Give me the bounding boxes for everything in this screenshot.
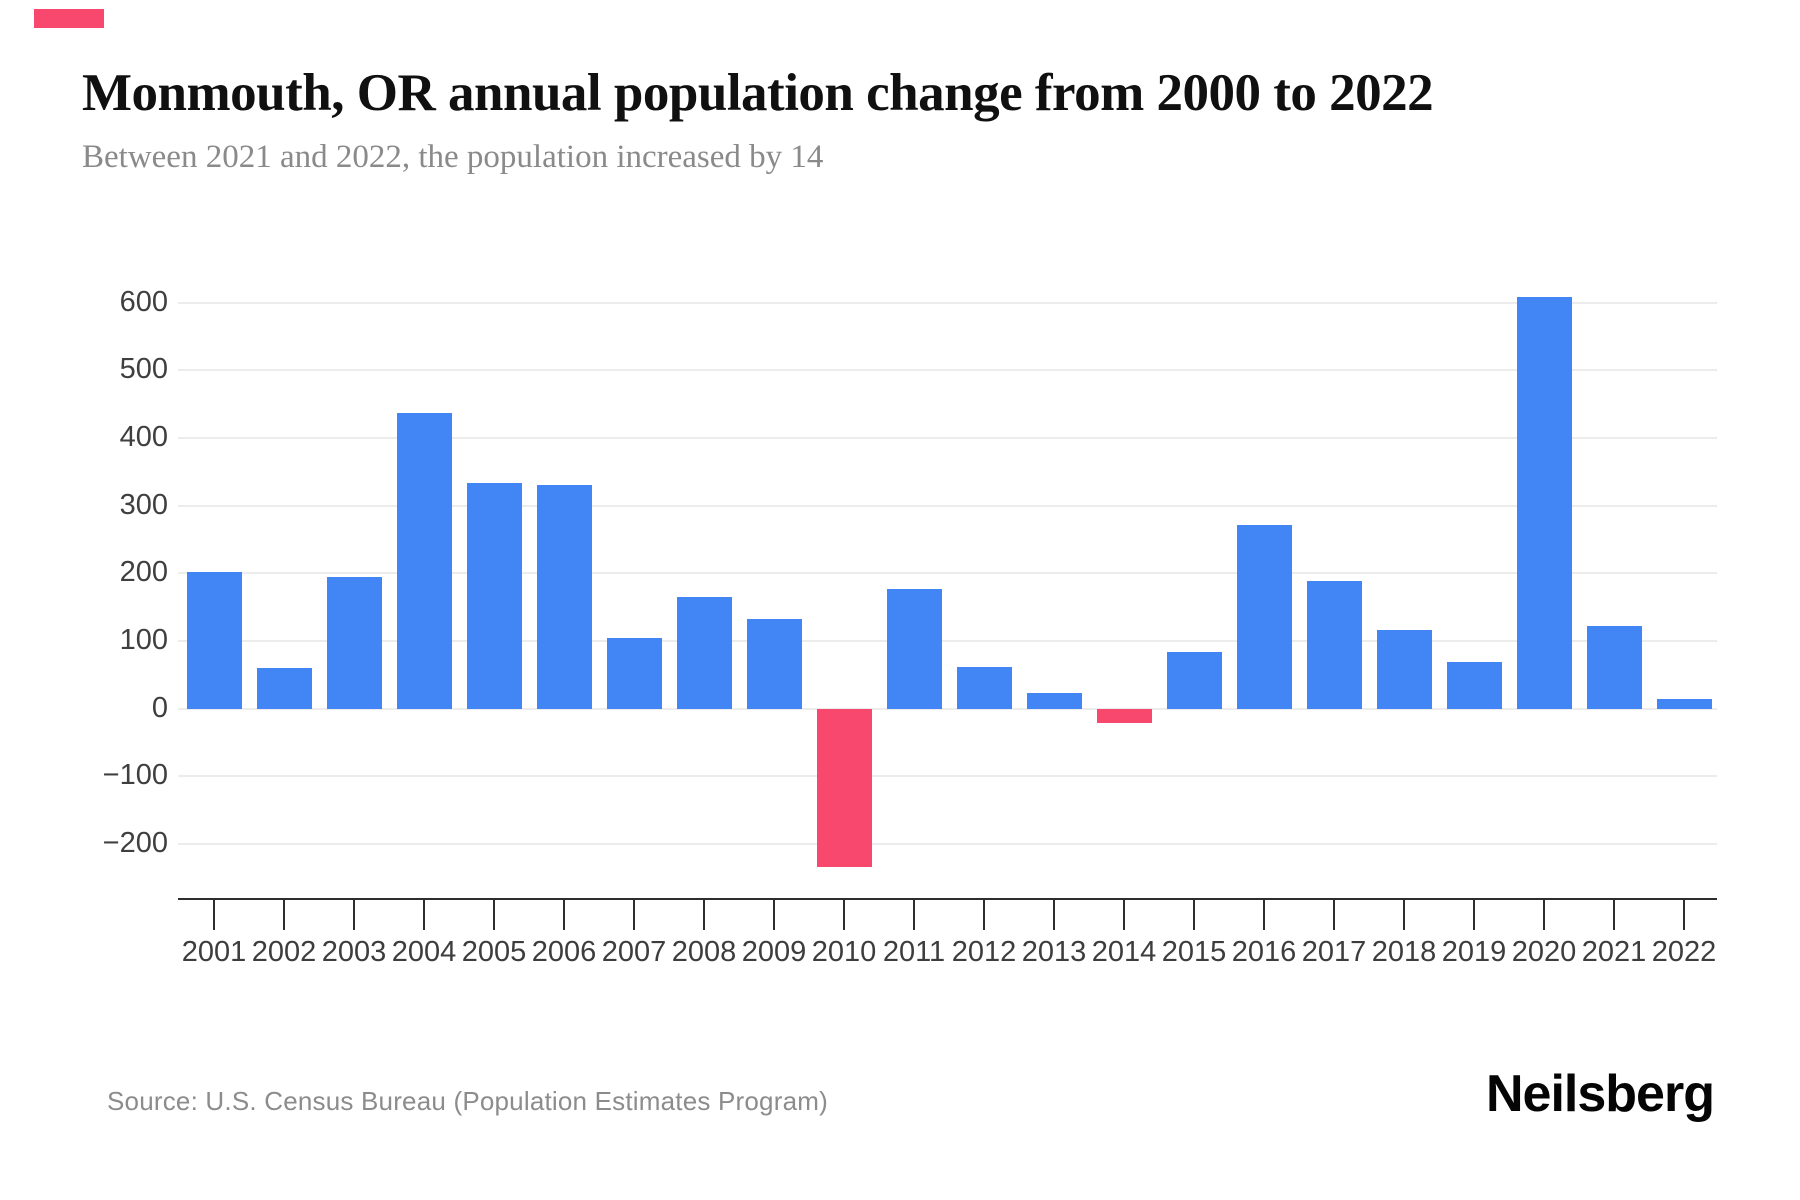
bar-2012[interactable] [956, 666, 1012, 709]
x-axis-label-2022: 2022 [1651, 936, 1717, 968]
x-axis-label-2014: 2014 [1091, 936, 1157, 968]
chart-subtitle: Between 2021 and 2022, the population in… [82, 139, 824, 175]
bar-2009[interactable] [746, 619, 802, 709]
x-axis-label-2013: 2013 [1021, 936, 1087, 968]
bar-2022[interactable] [1656, 699, 1712, 709]
gridline-100 [178, 639, 1717, 642]
y-axis-tick-label: 600 [119, 285, 168, 318]
bar-2003[interactable] [326, 576, 382, 709]
x-axis-label-2004: 2004 [391, 936, 457, 968]
y-axis-tick-label: 200 [119, 556, 168, 589]
bar-2001[interactable] [186, 571, 242, 709]
x-axis-line [178, 898, 1717, 900]
x-axis-label-2007: 2007 [601, 936, 667, 968]
bar-2004[interactable] [396, 412, 452, 709]
x-axis-label-2021: 2021 [1581, 936, 1647, 968]
bar-2020[interactable] [1516, 297, 1572, 709]
brand-accent-bar [34, 9, 104, 28]
x-axis-tick-2015 [1193, 898, 1195, 930]
x-axis-label-2015: 2015 [1161, 936, 1227, 968]
x-axis-tick-2007 [633, 898, 635, 930]
x-axis-label-2017: 2017 [1301, 936, 1367, 968]
x-axis-label-2008: 2008 [671, 936, 737, 968]
x-axis-label-2011: 2011 [882, 936, 946, 968]
x-axis-tick-2011 [913, 898, 915, 930]
source-note: Source: U.S. Census Bureau (Population E… [107, 1086, 828, 1116]
x-axis-tick-2019 [1473, 898, 1475, 930]
y-axis-tick-label: 500 [119, 353, 168, 386]
y-axis-tick-label: 300 [119, 488, 168, 521]
chart-title: Monmouth, OR annual population change fr… [82, 64, 1434, 122]
bar-2006[interactable] [536, 485, 592, 709]
gridline-400 [178, 437, 1717, 439]
y-axis-tick-label: 0 [151, 691, 168, 724]
x-axis-tick-2008 [703, 898, 705, 930]
x-axis-label-2001: 2001 [181, 936, 247, 968]
x-axis-tick-2013 [1053, 898, 1055, 930]
x-axis-label-2006: 2006 [531, 936, 597, 968]
y-axis-tick-label: −100 [102, 759, 168, 792]
bar-2019[interactable] [1446, 661, 1502, 709]
bar-2021[interactable] [1586, 626, 1642, 709]
x-axis-tick-2012 [983, 898, 985, 930]
x-axis-tick-2010 [843, 898, 845, 930]
x-axis-tick-2003 [353, 898, 355, 930]
x-axis-label-2019: 2019 [1441, 936, 1507, 968]
bar-2013[interactable] [1026, 693, 1082, 709]
x-axis-tick-2014 [1123, 898, 1125, 930]
x-axis-label-2005: 2005 [461, 936, 527, 968]
bar-2002[interactable] [256, 668, 312, 709]
bar-2015[interactable] [1166, 652, 1222, 709]
bar-2016[interactable] [1236, 524, 1292, 709]
x-axis-label-2016: 2016 [1231, 936, 1297, 968]
x-axis-label-2020: 2020 [1511, 936, 1577, 968]
y-axis-tick-label: 100 [119, 623, 168, 656]
bar-2005[interactable] [466, 483, 522, 709]
gridline-300 [178, 504, 1717, 507]
x-axis-label-2012: 2012 [951, 936, 1017, 968]
bar-chart-plot-area: 600 500 400 300 200 100 0 −100 −200 2001 2002 2003 2… [102, 285, 1717, 968]
bar-2007[interactable] [606, 637, 662, 709]
gridline-600 [178, 301, 1717, 304]
bar-2011[interactable] [886, 588, 942, 709]
x-axis-label-2009: 2009 [741, 936, 807, 968]
gridline--100 [178, 775, 1717, 778]
bar-2008[interactable] [676, 596, 732, 709]
y-axis-tick-label: 400 [119, 421, 168, 453]
x-axis-tick-2002 [283, 898, 285, 930]
x-axis-tick-2020 [1543, 898, 1545, 930]
x-axis-label-2002: 2002 [251, 936, 317, 968]
x-axis-tick-2005 [493, 898, 495, 930]
brand-logo: Neilsberg [1486, 1065, 1715, 1123]
bar-2010[interactable] [816, 708, 872, 867]
gridline--200 [178, 842, 1717, 845]
gridline-200 [178, 572, 1717, 575]
x-axis-tick-2016 [1263, 898, 1265, 930]
y-axis-tick-label: −200 [102, 826, 168, 859]
x-axis-tick-2021 [1613, 898, 1615, 930]
bar-2014[interactable] [1096, 708, 1152, 723]
bar-2017[interactable] [1306, 581, 1362, 709]
x-axis-label-2018: 2018 [1371, 936, 1437, 968]
x-axis-label-2010: 2010 [811, 936, 877, 968]
x-axis-tick-2018 [1403, 898, 1405, 930]
x-axis-tick-2006 [563, 898, 565, 930]
x-axis-tick-2022 [1683, 898, 1685, 930]
x-axis-tick-2009 [773, 898, 775, 930]
bar-2018[interactable] [1376, 630, 1432, 709]
x-axis-tick-2017 [1333, 898, 1335, 930]
gridline-0 [178, 707, 1717, 710]
x-axis-tick-2004 [423, 898, 425, 930]
x-axis-tick-2001 [213, 898, 215, 930]
gridline-500 [178, 369, 1717, 372]
x-axis-label-2003: 2003 [321, 936, 387, 968]
